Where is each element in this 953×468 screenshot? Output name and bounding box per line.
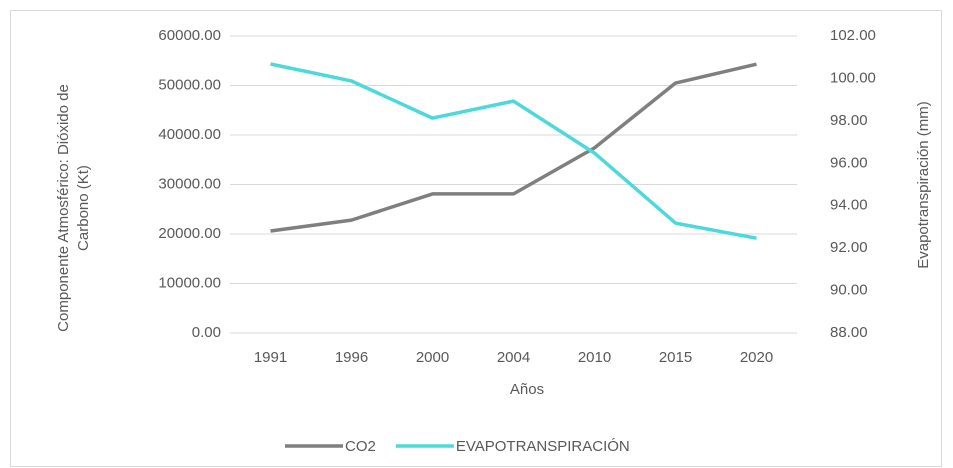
x-tick-label: 2000 <box>416 349 449 366</box>
legend-label: CO2 <box>345 438 376 455</box>
y-tick-label: 40000.00 <box>158 126 221 143</box>
x-tick-label: 1996 <box>335 349 368 366</box>
line-series <box>270 62 757 240</box>
x-tick-label: 2010 <box>578 349 611 366</box>
y-axis-title: Componente Atmosférico: Dióxido de <box>55 84 72 332</box>
y2-tick-label: 102.00 <box>830 27 876 44</box>
x-axis-title: Años <box>510 381 544 398</box>
y2-tick-label: 98.00 <box>830 112 868 129</box>
y2-tick-label: 96.00 <box>830 154 868 171</box>
y-axis-title: Carbono (Kt) <box>75 165 92 251</box>
y-tick-label: 10000.00 <box>158 274 221 291</box>
y2-tick-label: 88.00 <box>830 324 868 341</box>
legend-label: EVAPOTRANSPIRACIÓN <box>456 438 630 455</box>
x-tick-label: 1991 <box>254 349 287 366</box>
y-tick-label: 20000.00 <box>158 225 221 242</box>
x-tick-label: 2004 <box>497 349 530 366</box>
y-tick-label: 0.00 <box>192 324 221 341</box>
y-tick-label: 30000.00 <box>158 175 221 192</box>
y2-tick-label: 100.00 <box>830 69 876 86</box>
y-tick-label: 50000.00 <box>158 76 221 93</box>
y-tick-label: 60000.00 <box>158 27 221 44</box>
y2-tick-label: 94.00 <box>830 197 868 214</box>
line-series <box>270 62 757 233</box>
chart-border <box>10 10 942 467</box>
x-tick-label: 2020 <box>740 349 773 366</box>
x-tick-label: 2015 <box>659 349 692 366</box>
y2-axis-title: Evapotranspiración (mm) <box>915 101 932 269</box>
y2-tick-label: 90.00 <box>830 282 868 299</box>
y2-tick-label: 92.00 <box>830 239 868 256</box>
